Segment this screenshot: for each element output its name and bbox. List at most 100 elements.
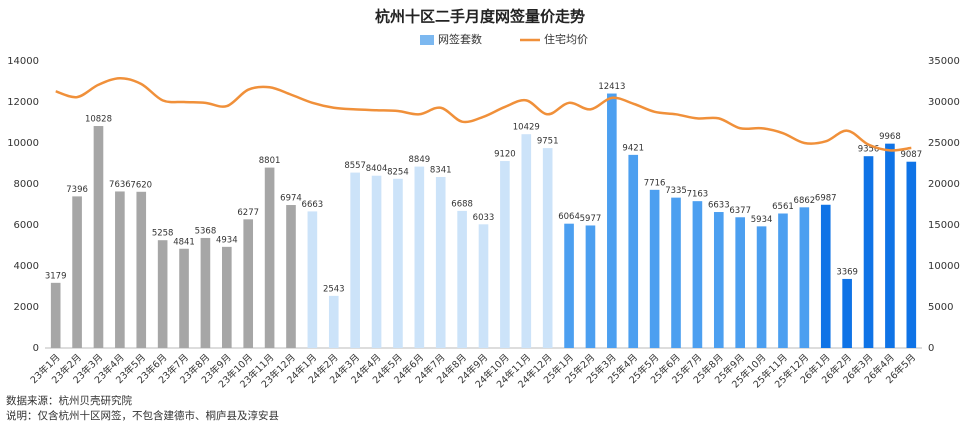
bar — [457, 210, 467, 348]
value-label: 6663 — [302, 200, 324, 210]
bar — [906, 161, 917, 348]
bar — [93, 126, 104, 348]
bar — [799, 207, 810, 348]
y-tick-label: 4000 — [14, 261, 39, 272]
value-label: 6862 — [794, 196, 816, 206]
y-tick-label: 14000 — [7, 56, 39, 67]
bar — [350, 172, 360, 348]
bar — [307, 211, 318, 348]
value-label: 5368 — [195, 226, 217, 236]
bar — [393, 178, 403, 348]
value-label: 6064 — [558, 212, 580, 222]
value-label: 8849 — [409, 155, 431, 165]
bar — [756, 226, 767, 348]
value-label: 9120 — [494, 150, 516, 160]
y2-tick-label: 10000 — [928, 261, 960, 272]
value-label: 7716 — [644, 178, 666, 188]
source-note: 数据来源：杭州贝壳研究院 — [6, 394, 132, 407]
y-tick-label: 6000 — [14, 220, 39, 231]
y-tick-label: 0 — [33, 343, 39, 354]
value-label: 8254 — [387, 167, 409, 177]
bar — [671, 197, 681, 348]
bar — [72, 196, 82, 348]
bar — [585, 225, 596, 348]
value-label: 6974 — [280, 194, 302, 204]
bar — [628, 154, 639, 348]
bar — [115, 191, 125, 348]
bar — [521, 134, 532, 348]
value-label: 9421 — [622, 143, 644, 153]
bar — [286, 205, 296, 348]
y2-tick-label: 35000 — [928, 56, 960, 67]
bar — [692, 201, 703, 348]
value-label: 6633 — [708, 201, 730, 211]
y2-tick-label: 0 — [928, 343, 934, 354]
value-label: 7636 — [109, 180, 131, 190]
bar — [820, 204, 831, 348]
bar — [371, 175, 382, 348]
bar — [649, 189, 660, 348]
bar — [264, 167, 275, 348]
value-label: 3369 — [836, 267, 858, 277]
price-line — [55, 76, 912, 152]
bar — [885, 143, 895, 348]
value-label: 5977 — [580, 214, 602, 224]
value-label: 6277 — [237, 208, 259, 218]
value-label: 12413 — [598, 82, 625, 92]
y2-tick-label: 30000 — [928, 97, 960, 108]
value-label: 6561 — [772, 202, 794, 212]
bar — [478, 224, 489, 348]
bar — [607, 93, 617, 348]
value-label: 9356 — [858, 145, 880, 155]
chart-title: 杭州十区二手月度网签量价走势 — [375, 8, 585, 26]
value-label: 8557 — [344, 161, 366, 171]
value-label: 10429 — [513, 123, 540, 133]
bar — [542, 148, 553, 348]
value-label: 10828 — [85, 115, 112, 125]
bar — [50, 282, 61, 348]
bar — [713, 212, 724, 348]
value-label: 8801 — [259, 156, 281, 166]
value-label: 9968 — [879, 132, 901, 142]
bar — [157, 240, 168, 348]
bar — [179, 248, 189, 348]
y2-tick-label: 25000 — [928, 138, 960, 149]
value-label: 7396 — [66, 185, 88, 195]
value-label: 4841 — [173, 237, 195, 247]
value-label: 3179 — [45, 271, 67, 281]
legend-label: 网签套数 — [438, 32, 482, 46]
bar — [136, 191, 147, 348]
value-label: 7620 — [130, 180, 152, 190]
bar — [200, 237, 211, 348]
value-label: 8404 — [366, 164, 388, 174]
explain-note: 说明：仅含杭州十区网签，不包含建德市、桐庐县及淳安县 — [6, 409, 279, 422]
legend-label: 住宅均价 — [544, 32, 588, 46]
bar — [500, 161, 510, 348]
bar — [863, 156, 874, 348]
y-tick-label: 10000 — [7, 138, 39, 149]
value-label: 9751 — [537, 137, 559, 147]
bar — [414, 166, 425, 348]
bar — [564, 223, 574, 348]
y-tick-label: 2000 — [14, 302, 39, 313]
value-label: 5934 — [751, 215, 773, 225]
bar — [243, 219, 254, 348]
bar — [222, 246, 232, 348]
bar — [328, 295, 339, 348]
value-label: 8341 — [430, 166, 452, 176]
value-label: 6033 — [473, 213, 495, 223]
y2-tick-label: 15000 — [928, 220, 960, 231]
bar — [778, 213, 788, 348]
y-tick-label: 8000 — [14, 179, 39, 190]
y2-tick-label: 20000 — [928, 179, 960, 190]
y2-tick-label: 5000 — [928, 302, 953, 313]
bar — [842, 278, 852, 348]
value-label: 6688 — [451, 199, 473, 209]
value-label: 4934 — [216, 235, 238, 245]
bar — [435, 177, 446, 348]
value-label: 6377 — [729, 206, 751, 216]
value-label: 2543 — [323, 284, 345, 294]
value-label: 7335 — [665, 186, 687, 196]
value-label: 6987 — [815, 193, 837, 203]
